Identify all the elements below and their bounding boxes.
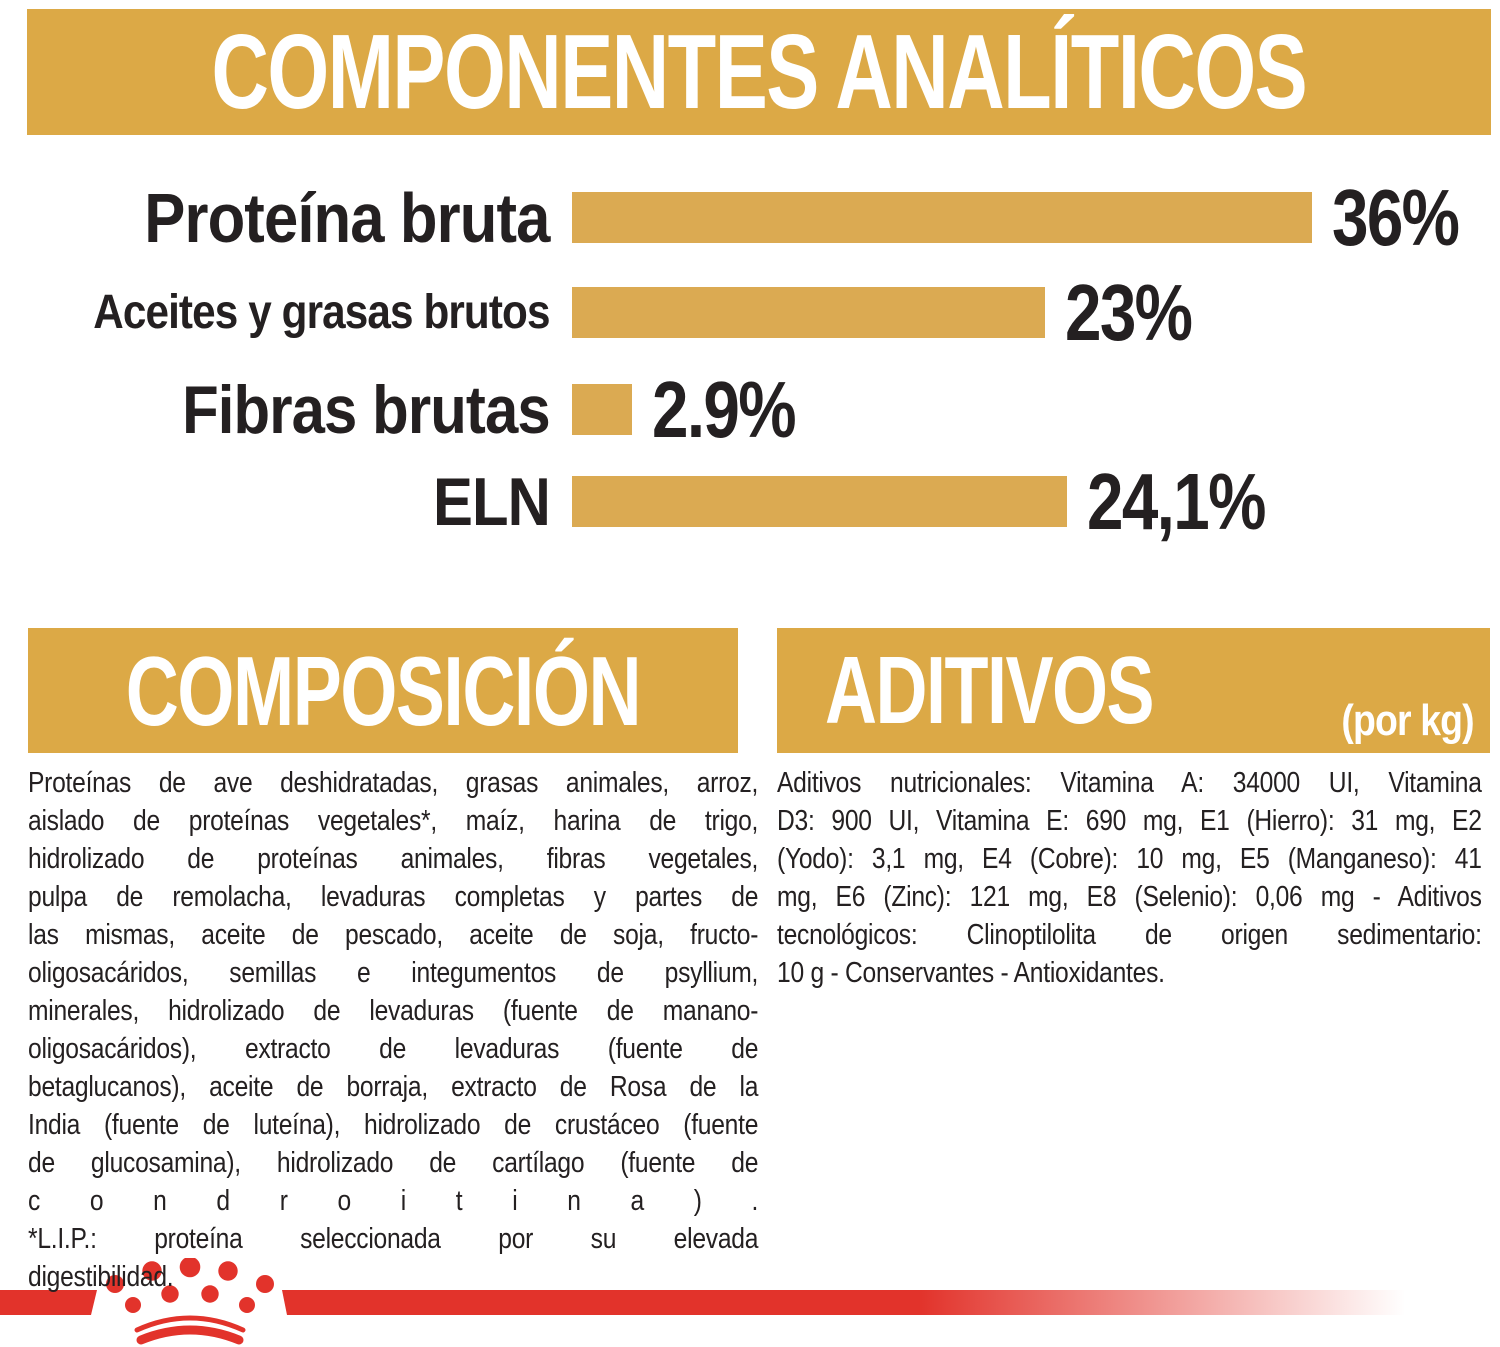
text-line: mg, E6 (Zinc): 121 mg, E8 (Selenio): 0,0… bbox=[777, 881, 1482, 913]
text-line: tecnológicos: Clinoptilolita de origen s… bbox=[777, 919, 1482, 951]
additives-banner: ADITIVOS (por kg) bbox=[777, 628, 1490, 753]
text-line: aislado de proteínas vegetales*, maíz, h… bbox=[28, 805, 759, 837]
chart-row: Proteína bruta 36% bbox=[0, 177, 1486, 257]
chart-row: Fibras brutas 2.9% bbox=[0, 369, 826, 449]
bar-value: 36% bbox=[1332, 172, 1460, 262]
composition-text: Proteínas de ave deshidratadas, grasas a… bbox=[28, 764, 758, 1296]
text-line: betaglucanos), aceite de borraja, extrac… bbox=[28, 1071, 759, 1103]
text-line: hidrolizado de proteínas animales, fibra… bbox=[28, 843, 759, 875]
text-line: India (fuente de luteína), hidrolizado d… bbox=[28, 1109, 759, 1141]
bar-value: 2.9% bbox=[652, 364, 797, 454]
additives-title: ADITIVOS bbox=[825, 636, 1155, 744]
text-line: 10 g - Conservantes - Antioxidantes. bbox=[777, 957, 1165, 989]
brand-red-line-left bbox=[0, 1290, 97, 1315]
bar-label: Fibras brutas bbox=[182, 371, 551, 448]
chart-row: Aceites y grasas brutos 23% bbox=[0, 272, 1219, 352]
text-line: de glucosamina), hidrolizado de cartílag… bbox=[28, 1147, 759, 1179]
text-line: digestibilidad. bbox=[28, 1261, 174, 1293]
text-line: (Yodo): 3,1 mg, E4 (Cobre): 10 mg, E5 (M… bbox=[777, 843, 1482, 875]
text-line: oligosacáridos), extracto de levaduras (… bbox=[28, 1033, 759, 1065]
chart-bar bbox=[572, 476, 1067, 527]
brand-red-line-right bbox=[282, 1290, 1440, 1315]
bar-label: Aceites y grasas brutos bbox=[93, 285, 551, 339]
chart-row: ELN 24,1% bbox=[0, 461, 1304, 541]
analytical-components-title: COMPONENTES ANALÍTICOS bbox=[211, 13, 1308, 131]
text-line: *L.I.P.: proteína seleccionada por su el… bbox=[28, 1223, 759, 1255]
bar-label: ELN bbox=[432, 463, 551, 540]
composition-banner: COMPOSICIÓN bbox=[28, 628, 738, 753]
text-line: D3: 900 UI, Vitamina E: 690 mg, E1 (Hier… bbox=[777, 805, 1482, 837]
chart-bar bbox=[572, 384, 632, 435]
royal-canin-crown-logo bbox=[106, 1258, 274, 1345]
analytical-components-banner: COMPONENTES ANALÍTICOS bbox=[27, 9, 1491, 135]
text-line: oligosacáridos, semillas e integumentos … bbox=[28, 957, 759, 989]
text-line: c o n d r o i t i n a ) . bbox=[28, 1185, 759, 1217]
chart-bar bbox=[572, 287, 1045, 338]
text-line: Aditivos nutricionales: Vitamina A: 3400… bbox=[777, 767, 1482, 799]
bar-value: 23% bbox=[1065, 267, 1193, 357]
composition-title: COMPOSICIÓN bbox=[125, 635, 642, 746]
additives-unit-note: (por kg) bbox=[1341, 696, 1475, 745]
additives-text: Aditivos nutricionales: Vitamina A: 3400… bbox=[777, 764, 1482, 992]
bar-value: 24,1% bbox=[1087, 456, 1266, 546]
chart-bar bbox=[572, 192, 1312, 243]
text-line: pulpa de remolacha, levaduras completas … bbox=[28, 881, 759, 913]
text-line: Proteínas de ave deshidratadas, grasas a… bbox=[28, 767, 759, 799]
bar-label: Proteína bruta bbox=[144, 178, 551, 257]
text-line: minerales, hidrolizado de levaduras (fue… bbox=[28, 995, 759, 1027]
text-line: las mismas, aceite de pescado, aceite de… bbox=[28, 919, 759, 951]
